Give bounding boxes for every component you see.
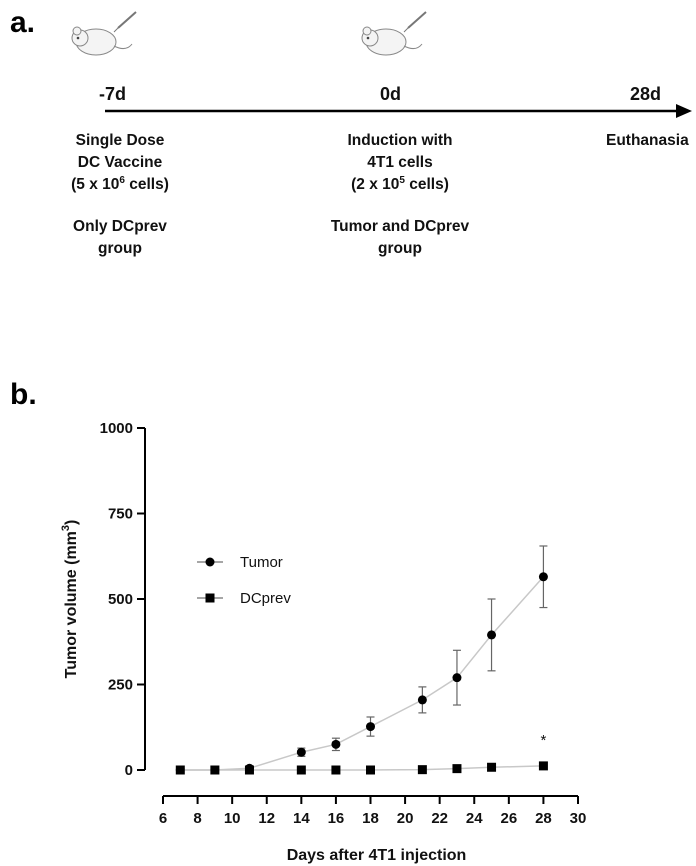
point-tumor-28 [538,572,548,582]
point-dcprev-7 [175,765,185,775]
timeline-arrowhead [676,104,692,118]
event-euthanasia-description: Euthanasia [606,130,696,152]
event-vaccine-description: Single Dose DC Vaccine (5 x 106 cells) O… [40,130,200,260]
x-tick-label-28: 28 [535,810,552,827]
timepoint-0d: 0d [380,84,402,104]
timeline-graphic [71,11,692,118]
event-vaccine-line-2: DC Vaccine [77,154,163,171]
y-axis-title: Tumor volume (mm3) [60,520,80,679]
x-tick-label-14: 14 [293,810,310,827]
event-induction-group-line-1: Tumor and DCprev [330,218,470,235]
x-tick-label-22: 22 [431,810,448,827]
point-dcprev-18 [366,765,375,775]
point-dcprev-16 [331,765,341,775]
point-dcprev-28 [538,761,548,771]
y-tick-label-750: 750 [108,506,133,523]
x-tick-label-12: 12 [258,810,275,827]
event-vaccine-line-3: (5 x 106 cells) [71,174,169,193]
y-tick-label-0: 0 [125,762,133,779]
y-tick-label-250: 250 [108,677,133,694]
x-tick-label-20: 20 [397,810,414,827]
y-tick-label-500: 500 [108,591,133,608]
point-tumor-23 [452,673,462,683]
x-axis-title: Days after 4T1 injection [287,847,467,864]
point-dcprev-9 [210,765,220,775]
x-tick-label-8: 8 [193,810,201,827]
point-dcprev-11 [244,765,254,775]
x-tick-label-16: 16 [328,810,345,827]
panel-b-label: b. [10,378,37,411]
point-tumor-14 [296,747,306,757]
event-induction-group-line-2: group [378,240,422,257]
legend-marker-dcprev [205,593,215,603]
timepoint-28d: 28d [630,84,662,104]
point-dcprev-23 [452,764,462,774]
point-tumor-25 [487,630,497,640]
legend-marker-tumor [205,557,215,567]
event-vaccine-group-line-2: group [98,240,142,257]
point-dcprev-14 [296,765,306,775]
point-dcprev-21 [417,765,427,775]
point-dcprev-25 [487,762,497,772]
event-euthanasia-line: Euthanasia [606,132,689,149]
legend-label-dcprev: DCprev [240,590,291,607]
legend-label-tumor: Tumor [240,554,283,571]
point-tumor-21 [417,695,427,705]
series-line-dcprev [180,765,544,771]
y-tick-label-1000: 1000 [100,420,133,437]
panel-a-label: a. [10,6,36,39]
mouse-injection-icon-2 [361,11,427,56]
event-vaccine-group-line-1: Only DCprev [73,218,167,235]
significance-marker: * [540,732,546,749]
event-induction-description: Induction with 4T1 cells (2 x 105 cells)… [295,130,505,260]
event-induction-line-2: 4T1 cells [367,154,433,171]
point-tumor-16 [331,739,341,749]
event-induction-line-1: Induction with [347,132,453,149]
mouse-injection-icon-1 [71,11,137,56]
x-tick-label-10: 10 [224,810,241,827]
x-tick-label-30: 30 [570,810,587,827]
series-line-tumor [180,576,544,771]
x-tick-label-24: 24 [466,810,483,827]
x-tick-label-26: 26 [500,810,517,827]
event-induction-line-3: (2 x 105 cells) [351,174,449,193]
timepoint-minus7d: -7d [99,84,126,104]
event-vaccine-line-1: Single Dose [75,132,165,149]
point-tumor-18 [366,722,375,732]
x-tick-label-18: 18 [362,810,379,827]
x-tick-label-6: 6 [159,810,167,827]
